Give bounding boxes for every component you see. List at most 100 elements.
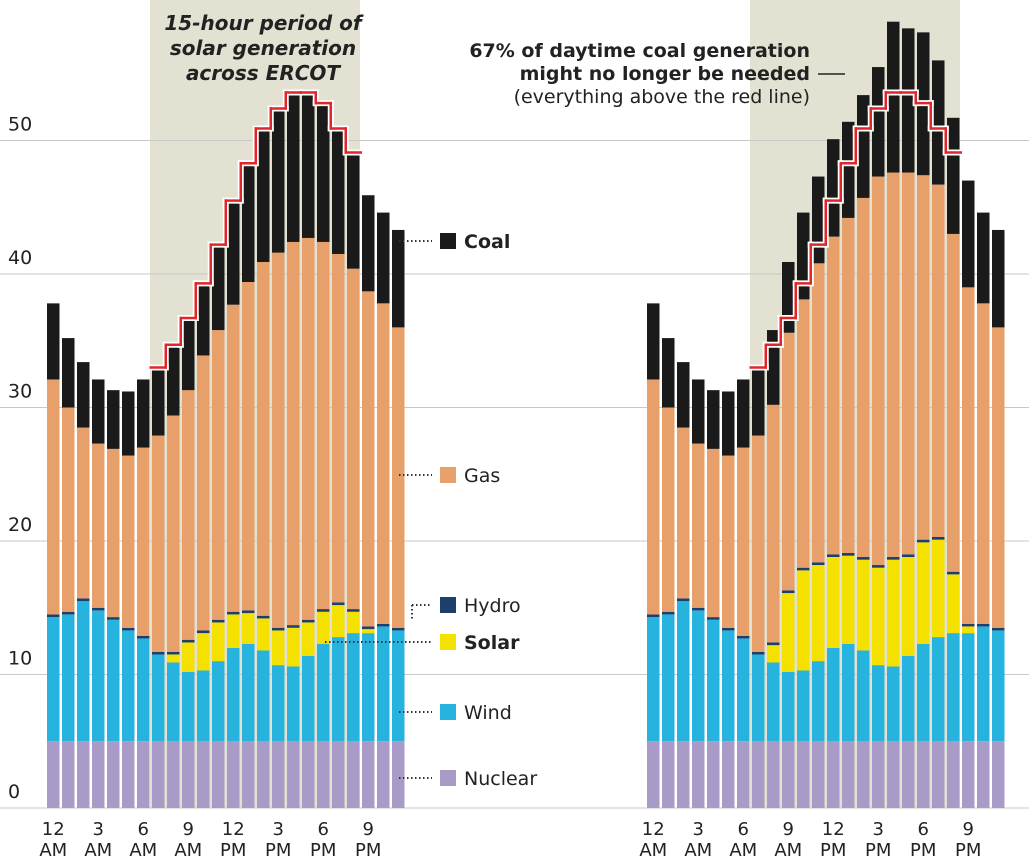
bar-segment bbox=[272, 741, 285, 808]
x-tick-label: 6 AM bbox=[129, 819, 157, 861]
bar-segment bbox=[662, 407, 675, 612]
bar-segment bbox=[197, 355, 210, 631]
bar-segment bbox=[947, 117, 960, 234]
y-tick-label: 50 bbox=[8, 114, 32, 136]
x-tick-label: 9 PM bbox=[955, 819, 981, 861]
bar-segment bbox=[752, 654, 765, 742]
legend-swatch bbox=[440, 597, 456, 613]
bar-segment bbox=[767, 741, 780, 808]
bar-segment bbox=[122, 630, 135, 742]
x-tick-label: 9 AM bbox=[174, 819, 202, 861]
bar-segment bbox=[77, 598, 90, 602]
bar-segment bbox=[677, 427, 690, 599]
bar-segment bbox=[302, 741, 315, 808]
bar-segment bbox=[332, 605, 345, 638]
legend-swatch bbox=[440, 634, 456, 650]
bar-segment bbox=[317, 611, 330, 644]
bar-segment bbox=[887, 21, 900, 173]
bar-segment bbox=[647, 614, 660, 618]
bar-segment bbox=[332, 253, 345, 603]
bar-segment bbox=[857, 741, 870, 808]
bar-segment bbox=[167, 741, 180, 808]
bar-segment bbox=[812, 562, 825, 566]
y-tick-label: 10 bbox=[8, 648, 32, 670]
bar-segment bbox=[932, 637, 945, 742]
bar-segment bbox=[962, 741, 975, 808]
bar-segment bbox=[107, 741, 120, 808]
bar-segment bbox=[947, 571, 960, 575]
bar-segment bbox=[872, 665, 885, 742]
bar-segment bbox=[212, 661, 225, 742]
x-tick-label: 12 PM bbox=[820, 819, 846, 861]
bar-segment bbox=[887, 557, 900, 560]
bar-segment bbox=[152, 367, 165, 436]
bar-segment bbox=[842, 553, 855, 556]
bar-segment bbox=[332, 741, 345, 808]
bar-segment bbox=[362, 291, 375, 627]
bar-segment bbox=[227, 611, 240, 615]
bar-segment bbox=[362, 195, 375, 292]
bar-segment bbox=[992, 741, 1005, 808]
bar-segment bbox=[662, 741, 675, 808]
bar-segment bbox=[842, 121, 855, 218]
bar-segment bbox=[902, 28, 915, 173]
bar-segment bbox=[767, 662, 780, 742]
bar-segment bbox=[722, 741, 735, 808]
bar-segment bbox=[842, 741, 855, 808]
bar-segment bbox=[77, 362, 90, 428]
bar-segment bbox=[242, 643, 255, 742]
bar-segment bbox=[377, 623, 390, 627]
bar-segment bbox=[377, 626, 390, 742]
bar-segment bbox=[812, 263, 825, 563]
bar-segment bbox=[737, 741, 750, 808]
bar-segment bbox=[812, 565, 825, 662]
bar-segment bbox=[902, 655, 915, 742]
bar-segment bbox=[752, 435, 765, 652]
annotation: across ERCOT bbox=[186, 61, 341, 85]
bar-segment bbox=[977, 212, 990, 304]
legend-swatch bbox=[440, 704, 456, 720]
bar-segment bbox=[182, 741, 195, 808]
bar-segment bbox=[827, 647, 840, 742]
bar-segment bbox=[917, 542, 930, 644]
bar-segment bbox=[992, 630, 1005, 742]
bar-segment bbox=[107, 448, 120, 618]
bar-segment bbox=[872, 176, 885, 566]
bar-segment bbox=[662, 614, 675, 742]
bar-segment bbox=[977, 623, 990, 627]
bar-segment bbox=[962, 626, 975, 634]
bar-segment bbox=[362, 741, 375, 808]
bar-segment bbox=[272, 665, 285, 742]
bar-segment bbox=[197, 283, 210, 356]
bar-segment bbox=[902, 557, 915, 656]
bar-segment bbox=[317, 643, 330, 742]
bar-segment bbox=[362, 629, 375, 634]
bar-segment bbox=[992, 229, 1005, 328]
bar-segment bbox=[647, 741, 660, 808]
bar-segment bbox=[887, 172, 900, 558]
bar-segment bbox=[182, 639, 195, 643]
bar-segment bbox=[347, 741, 360, 808]
bar-segment bbox=[707, 619, 720, 742]
bar-segment bbox=[827, 557, 840, 648]
x-tick-label: 3 PM bbox=[265, 819, 291, 861]
bar-segment bbox=[272, 630, 285, 666]
bar-segment bbox=[842, 643, 855, 742]
bar-segment bbox=[242, 741, 255, 808]
bar-segment bbox=[197, 670, 210, 742]
bar-segment bbox=[707, 448, 720, 618]
x-tick-label: 3 PM bbox=[865, 819, 891, 861]
bar-segment bbox=[122, 741, 135, 808]
bar-segment bbox=[947, 741, 960, 808]
bar-segment bbox=[152, 654, 165, 742]
bar-segment bbox=[242, 613, 255, 644]
bar-segment bbox=[212, 741, 225, 808]
bar-segment bbox=[932, 741, 945, 808]
y-tick-label: 30 bbox=[8, 381, 32, 403]
bar-segment bbox=[917, 643, 930, 742]
bar-segment bbox=[362, 626, 375, 630]
bar-segment bbox=[257, 741, 270, 808]
bar-segment bbox=[677, 598, 690, 602]
bar-segment bbox=[47, 379, 60, 615]
